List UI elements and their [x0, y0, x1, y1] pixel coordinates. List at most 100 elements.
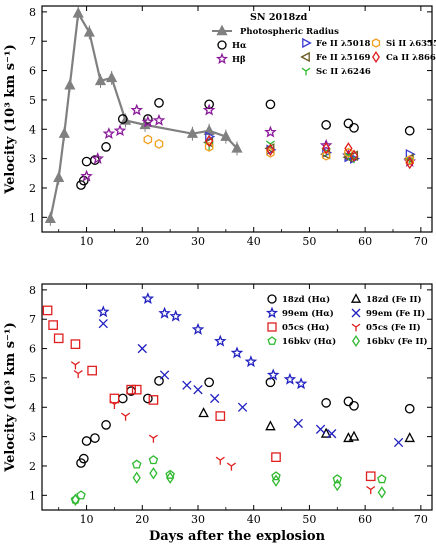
legend-label: Ca II λ8662 — [386, 53, 436, 63]
legend-label: 05cs (Fe II) — [366, 322, 421, 333]
data-point — [132, 471, 141, 484]
top-panel: 10 20 30 40 50 60 70 1 2 3 4 5 6 7 8 Velocity (10³ km s… — [3, 5, 436, 248]
legend-label: 05cs (Hα) — [282, 322, 329, 333]
legend-item-h: Hβ — [215, 52, 246, 65]
legend-item-05cs-fe-ii: 05cs (Fe II) — [351, 322, 421, 333]
x-tick-label: 20 — [135, 513, 149, 526]
data-point — [101, 420, 111, 430]
data-point — [90, 155, 100, 165]
data-point — [226, 462, 237, 471]
legend-marker — [371, 38, 381, 48]
bottom-panel: 10 20 30 40 50 60 70 1 2 3 4 5 6 7 8 Velocity (10³ km s… — [3, 283, 433, 544]
data-point — [53, 333, 64, 344]
data-point — [70, 339, 81, 350]
y-tick-label: 2 — [29, 460, 36, 473]
legend-item-16bkv-fe-ii: 16bkv (Fe II) — [352, 335, 428, 347]
legend-item-photospheric-radius: Photospheric Radius — [212, 24, 339, 37]
y-tick-label: 3 — [29, 153, 36, 166]
legend-label: Si II λ6355 — [386, 39, 436, 49]
data-point — [204, 377, 214, 388]
data-point — [265, 99, 276, 110]
x-tick-label: 30 — [191, 235, 205, 248]
data-point — [53, 171, 65, 182]
legend-item-sc-ii-6246: Sc II λ6246 — [301, 67, 371, 77]
data-point — [97, 305, 110, 318]
data-point — [293, 418, 303, 429]
data-point — [215, 411, 226, 421]
data-point — [349, 122, 359, 133]
data-point — [106, 71, 118, 83]
data-point — [377, 474, 387, 484]
legend-marker — [217, 40, 227, 50]
y-tick-label: 1 — [29, 489, 36, 502]
data-point — [87, 365, 97, 376]
legend-item-18zd-h: 18zd (Hα) — [267, 294, 330, 305]
data-point — [44, 212, 56, 224]
y-tick-label: 1 — [29, 211, 36, 224]
series-photospheric-radius — [44, 6, 243, 226]
y-tick-label: 6 — [29, 65, 36, 78]
legend-item-99em-h: 99em (Hα) — [265, 306, 334, 319]
data-point — [404, 432, 415, 443]
data-point — [205, 134, 214, 148]
data-point — [365, 471, 376, 482]
data-point — [126, 384, 136, 395]
legend-label: 99em (Fe II) — [366, 308, 425, 319]
data-point — [349, 149, 359, 162]
legend: 18zd (Hα) 99em (Hα) 05cs (Hα) 16bkv (Hα) 18z… — [265, 293, 428, 347]
data-point — [58, 127, 70, 138]
data-point — [214, 334, 227, 347]
data-point — [48, 320, 58, 330]
data-point — [191, 322, 205, 335]
data-point — [169, 309, 182, 322]
x-tick-label: 50 — [302, 235, 316, 248]
legend-marker — [301, 67, 311, 76]
data-point — [264, 125, 277, 138]
legend-item-fe-ii-5169: Fe II λ5169 — [300, 51, 371, 63]
data-point — [102, 127, 116, 140]
data-point — [76, 490, 86, 500]
legend-marker — [372, 51, 380, 63]
legend-marker — [265, 306, 279, 319]
data-point — [98, 318, 108, 329]
legend-marker — [267, 322, 277, 332]
data-point — [131, 459, 142, 469]
legend-marker — [350, 293, 362, 303]
data-point — [349, 400, 359, 411]
data-point — [220, 130, 232, 141]
data-point — [143, 393, 153, 404]
x-tick-label: 40 — [247, 235, 261, 248]
data-point — [210, 393, 220, 404]
data-point — [158, 306, 171, 319]
x-tick-label: 50 — [302, 513, 316, 526]
data-point — [119, 114, 132, 125]
data-point — [154, 98, 164, 108]
legend-label: 16bkv (Fe II) — [366, 336, 428, 347]
y-tick-label: 5 — [29, 94, 36, 107]
legend-item-h: Hα — [217, 40, 247, 51]
data-point — [404, 125, 415, 136]
data-point — [141, 115, 155, 128]
data-point — [90, 433, 100, 443]
series-05cs-fe-ii — [70, 361, 376, 495]
legend-marker — [300, 51, 310, 63]
y-tick-label: 8 — [29, 284, 36, 297]
legend-marker — [302, 37, 312, 49]
legend-item-16bkv-h: 16bkv (Hα) — [267, 336, 336, 347]
data-point — [64, 78, 76, 90]
data-point — [120, 412, 131, 421]
data-point — [202, 103, 216, 116]
legend-marker — [215, 52, 229, 65]
y-tick-label: 6 — [29, 343, 36, 356]
data-point — [266, 368, 280, 381]
data-point — [321, 150, 331, 161]
series-h — [76, 98, 415, 190]
legend-label: Fe II λ5018 — [316, 39, 371, 49]
data-point — [94, 74, 107, 86]
data-point — [204, 141, 214, 152]
y-tick-label: 3 — [29, 431, 36, 444]
data-point — [186, 127, 199, 138]
data-point — [294, 377, 308, 390]
data-point — [80, 169, 93, 182]
